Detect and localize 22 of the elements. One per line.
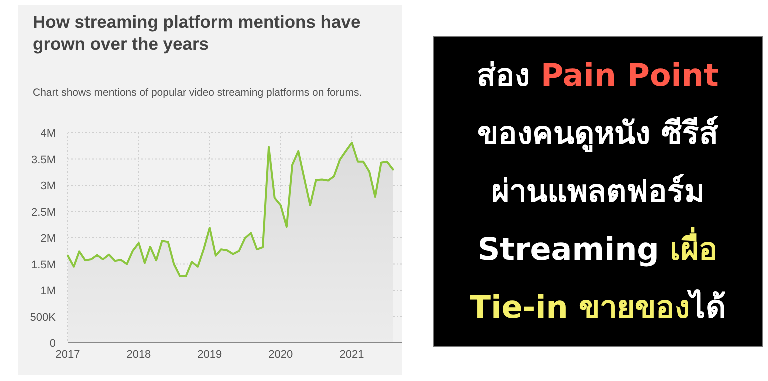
text: ผ่านแพลตฟอร์ม	[492, 174, 704, 210]
chart-title: How streaming platform mentions have grown over the years	[33, 12, 361, 54]
x-tick-label: 2020	[268, 349, 294, 361]
y-tick-label: 0	[50, 338, 56, 350]
x-tick-label: 2018	[126, 349, 152, 361]
x-tick-label: 2019	[198, 349, 222, 361]
y-tick-label: 500K	[30, 312, 57, 324]
text: ของคนดูหนัง ซีรีส์	[478, 116, 718, 152]
text: Pain Point	[540, 58, 719, 94]
y-tick-label: 1M	[40, 286, 56, 298]
y-tick-label: 1.5M	[32, 259, 56, 272]
x-tick-label: 2021	[340, 349, 364, 361]
x-tick-label: 2017	[56, 349, 80, 361]
y-tick-label: 2M	[40, 233, 56, 245]
text: Tie-in	[470, 290, 570, 326]
y-tick-label: 2.5M	[32, 206, 56, 219]
chart-subtitle: Chart shows mentions of popular video streaming platforms on forums.	[33, 87, 362, 99]
text: Streaming	[478, 232, 660, 268]
y-tick-label: 3M	[40, 180, 56, 192]
y-tick-label: 3.5M	[32, 154, 56, 166]
y-tick-label: 4M	[40, 128, 56, 140]
text: ส่อง	[477, 58, 532, 94]
